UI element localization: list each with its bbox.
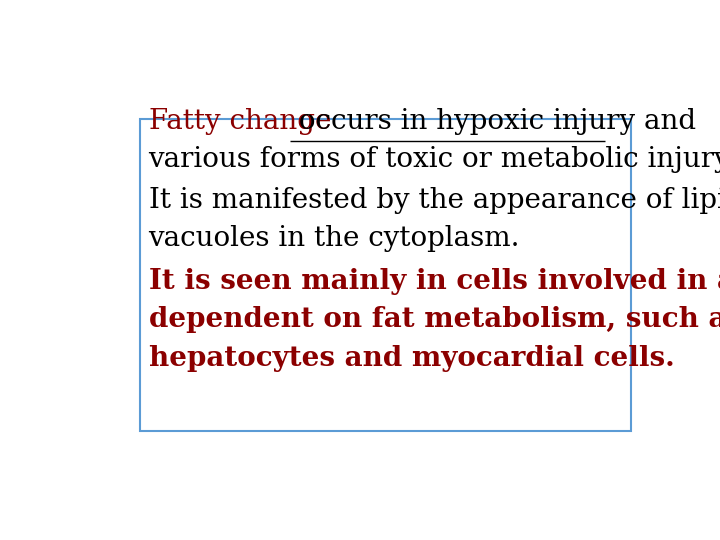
Text: occurs in hypoxic injury and: occurs in hypoxic injury and [290, 108, 696, 135]
Text: dependent on fat metabolism, such as: dependent on fat metabolism, such as [148, 306, 720, 333]
Text: It is manifested by the appearance of lipid: It is manifested by the appearance of li… [148, 187, 720, 214]
Text: vacuoles in the cytoplasm.: vacuoles in the cytoplasm. [148, 225, 520, 252]
Text: It is seen mainly in cells involved in and: It is seen mainly in cells involved in a… [148, 268, 720, 295]
Text: Fatty change: Fatty change [148, 108, 331, 135]
Text: hepatocytes and myocardial cells.: hepatocytes and myocardial cells. [148, 345, 675, 372]
Text: various forms of toxic or metabolic injury.: various forms of toxic or metabolic inju… [148, 146, 720, 173]
FancyBboxPatch shape [140, 119, 631, 431]
